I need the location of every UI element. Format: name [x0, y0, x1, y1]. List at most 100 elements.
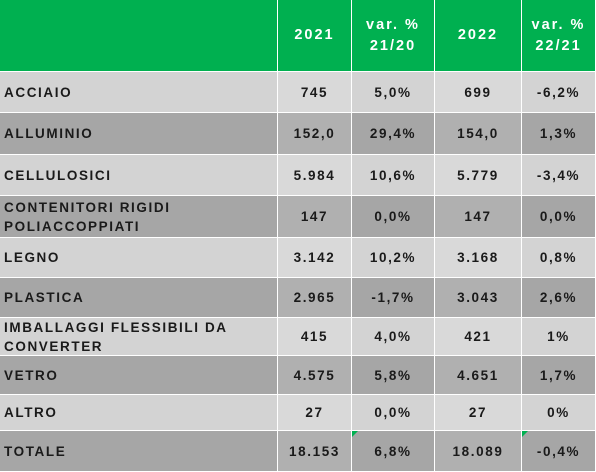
row-label: CONTENITORI RIGIDI POLIACCOPPIATI	[4, 199, 171, 234]
value-2021-cell: 147	[278, 196, 352, 238]
value-2022-cell: 3.168	[435, 238, 522, 278]
value-2022: 154,0	[457, 126, 499, 141]
var-21-20: 5,0%	[374, 84, 412, 100]
value-2022: 3.168	[457, 250, 499, 265]
value-2022: 27	[468, 405, 488, 420]
var-22-21: 1,3%	[539, 126, 578, 141]
var-21-20-cell: 5,0%	[352, 72, 435, 113]
var-22-21: 0,0%	[539, 209, 578, 224]
var-21-20: 5,8%	[374, 367, 412, 383]
value-2021-cell: 2.965	[278, 278, 352, 318]
var-22-21-cell: 2,6%	[522, 278, 596, 318]
var-21-20-cell: -1,7%	[352, 278, 435, 318]
var-22-21: 0,8%	[539, 250, 578, 265]
var-21-20: 10,2%	[369, 250, 417, 265]
value-2022: 4.651	[457, 367, 499, 383]
row-label-cell: PLASTICA	[0, 278, 278, 318]
var-22-21-cell: 1,7%	[522, 356, 596, 395]
value-2022: 18.089	[452, 443, 504, 459]
header-2021: 2021	[294, 27, 335, 43]
value-2021: 27	[305, 405, 324, 420]
value-2022-cell: 421	[435, 318, 522, 356]
var-21-20-cell: 5,8%	[352, 356, 435, 395]
var-22-21: -6,2%	[536, 84, 581, 100]
value-2021: 745	[300, 84, 329, 100]
value-2021-cell: 18.153	[278, 431, 352, 472]
value-2022-cell: 147	[435, 196, 522, 238]
var-22-21: 1,7%	[539, 367, 578, 383]
header-var-22-21-cell: var. % 22/21	[522, 0, 596, 72]
value-2022: 5.779	[457, 167, 499, 183]
var-22-21: -3,4%	[536, 167, 581, 183]
row-label: ACCIAIO	[4, 84, 73, 100]
var-21-20: 29,4%	[369, 126, 417, 141]
value-2022-cell: 5.779	[435, 155, 522, 196]
value-2022-cell: 699	[435, 72, 522, 113]
row-label-cell: ALTRO	[0, 395, 278, 431]
value-2022: 147	[464, 209, 492, 224]
value-2022: 3.043	[457, 290, 499, 305]
var-22-21: -0,4%	[536, 443, 581, 459]
header-var-22-21: var. % 22/21	[531, 16, 586, 54]
header-2022: 2022	[457, 27, 499, 43]
table-row: ALLUMINIO 152,0 29,4% 154,0 1,3%	[0, 113, 596, 155]
row-label: IMBALLAGGI FLESSIBILI DA CONVERTER	[4, 319, 228, 354]
value-2022-cell: 27	[435, 395, 522, 431]
header-label-cell	[0, 0, 278, 72]
value-2021: 18.153	[289, 443, 340, 459]
var-22-21-cell: 1%	[522, 318, 596, 356]
var-21-20: 0,0%	[374, 209, 412, 224]
row-label: ALLUMINIO	[4, 126, 94, 141]
row-label: TOTALE	[4, 443, 67, 459]
var-21-20: 10,6%	[369, 167, 417, 183]
var-21-20-cell: 10,6%	[352, 155, 435, 196]
value-2021: 147	[300, 209, 329, 224]
header-2022-cell: 2022	[435, 0, 522, 72]
var-22-21: 2,6%	[539, 290, 578, 305]
var-22-21-cell: 0,8%	[522, 238, 596, 278]
value-2021-cell: 3.142	[278, 238, 352, 278]
var-21-20-cell: 6,8%	[352, 431, 435, 472]
table-row: PLASTICA 2.965 -1,7% 3.043 2,6%	[0, 278, 596, 318]
header-2021-cell: 2021	[278, 0, 352, 72]
value-2022: 699	[464, 84, 492, 100]
value-2022: 421	[464, 329, 492, 344]
row-label-cell: CONTENITORI RIGIDI POLIACCOPPIATI	[0, 196, 278, 238]
row-label: CELLULOSICI	[4, 167, 112, 183]
value-2022-cell: 4.651	[435, 356, 522, 395]
cell-indicator-icon	[522, 431, 528, 437]
value-2022-cell: 154,0	[435, 113, 522, 155]
table-row: CONTENITORI RIGIDI POLIACCOPPIATI 147 0,0%…	[0, 196, 596, 238]
value-2022-cell: 3.043	[435, 278, 522, 318]
table-row: LEGNO 3.142 10,2% 3.168 0,8%	[0, 238, 596, 278]
value-2021-cell: 27	[278, 395, 352, 431]
row-label: PLASTICA	[4, 290, 85, 305]
var-22-21: 0%	[547, 405, 570, 420]
table-row: ALTRO 27 0,0% 27 0%	[0, 395, 596, 431]
var-22-21: 1%	[547, 329, 570, 344]
total-row: TOTALE 18.153 6,8% 18.089 -0,4%	[0, 431, 596, 472]
row-label: LEGNO	[4, 250, 61, 265]
row-label-cell: ALLUMINIO	[0, 113, 278, 155]
value-2021-cell: 5.984	[278, 155, 352, 196]
table-row: CELLULOSICI 5.984 10,6% 5.779 -3,4%	[0, 155, 596, 196]
var-21-20-cell: 0,0%	[352, 196, 435, 238]
value-2021-cell: 415	[278, 318, 352, 356]
var-22-21-cell: 1,3%	[522, 113, 596, 155]
var-22-21-cell: -0,4%	[522, 431, 596, 472]
row-label-cell: LEGNO	[0, 238, 278, 278]
value-2021-cell: 745	[278, 72, 352, 113]
value-2021: 2.965	[293, 290, 336, 305]
var-21-20-cell: 0,0%	[352, 395, 435, 431]
var-22-21-cell: 0%	[522, 395, 596, 431]
row-label-cell: TOTALE	[0, 431, 278, 472]
row-label-cell: ACCIAIO	[0, 72, 278, 113]
value-2021-cell: 4.575	[278, 356, 352, 395]
row-label-cell: CELLULOSICI	[0, 155, 278, 196]
table-row: IMBALLAGGI FLESSIBILI DA CONVERTER 415 4,0…	[0, 318, 596, 356]
var-21-20-cell: 10,2%	[352, 238, 435, 278]
var-21-20: 6,8%	[374, 443, 412, 459]
value-2021: 415	[300, 329, 329, 344]
row-label-cell: IMBALLAGGI FLESSIBILI DA CONVERTER	[0, 318, 278, 356]
